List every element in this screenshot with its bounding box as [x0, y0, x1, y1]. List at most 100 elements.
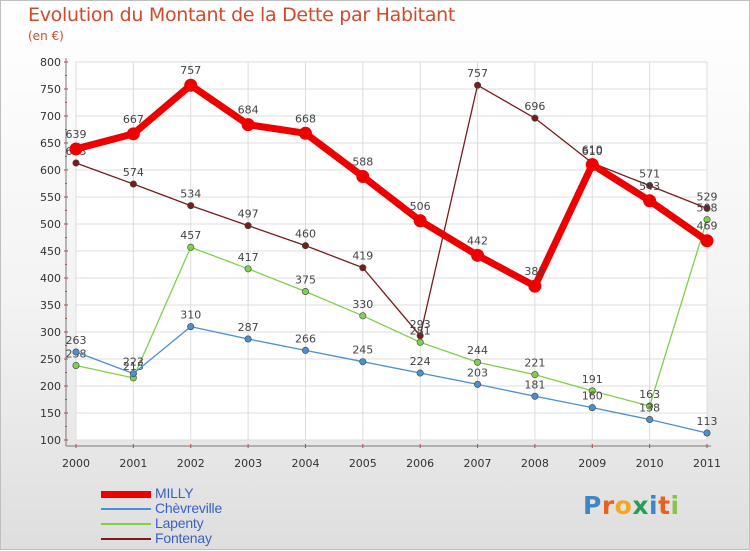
data-label: 417 — [238, 251, 259, 264]
data-point — [359, 312, 367, 320]
data-point — [585, 158, 599, 172]
y-tick-label: 250 — [40, 353, 61, 366]
x-tick-label: 2011 — [693, 457, 721, 470]
data-point — [646, 402, 654, 410]
data-label: 419 — [352, 250, 373, 263]
data-label: 506 — [410, 200, 431, 213]
data-label: 610 — [582, 144, 603, 157]
legend-label: Fontenay — [155, 530, 212, 546]
data-label: 181 — [524, 378, 545, 391]
data-point — [643, 194, 657, 208]
data-label: 508 — [697, 202, 718, 215]
logo-letter: o — [614, 491, 633, 520]
data-point — [474, 81, 482, 89]
series-line — [72, 81, 711, 290]
data-point — [187, 323, 195, 331]
data-point — [301, 242, 309, 250]
chart-title: Evolution du Montant de la Dette par Hab… — [28, 4, 456, 26]
legend-label: MILLY — [155, 485, 194, 501]
proxiti-logo: Proxiti — [583, 491, 680, 520]
data-label: 684 — [238, 104, 259, 117]
data-point — [244, 265, 252, 273]
data-label: 543 — [639, 180, 660, 193]
x-tick-label: 2000 — [62, 457, 90, 470]
y-tick-label: 800 — [40, 56, 61, 69]
data-point — [241, 118, 255, 132]
x-tick-label: 2002 — [177, 457, 205, 470]
data-point — [301, 287, 309, 295]
x-tick-label: 2005 — [349, 457, 377, 470]
series-milly: 639 667 757 684 668 588 506 442 385 610 543 469 — [66, 64, 718, 293]
y-tick-label: 350 — [40, 299, 61, 312]
data-label: 163 — [639, 388, 660, 401]
y-tick-label: 150 — [40, 407, 61, 420]
data-point — [531, 392, 539, 400]
data-label: 138 — [639, 401, 660, 414]
data-label: 221 — [524, 357, 545, 370]
data-point — [531, 114, 539, 122]
data-point — [528, 279, 542, 293]
data-point — [474, 358, 482, 366]
data-label: 460 — [295, 228, 316, 241]
data-label: 245 — [352, 344, 373, 357]
data-label: 293 — [410, 318, 431, 331]
data-label: 588 — [352, 155, 373, 168]
data-point — [129, 180, 137, 188]
logo-letter: r — [601, 491, 615, 520]
data-point — [187, 243, 195, 251]
data-label: 442 — [467, 234, 488, 247]
data-point — [301, 346, 309, 354]
data-label: 574 — [123, 166, 144, 179]
y-tick-label: 300 — [40, 326, 61, 339]
data-point — [413, 214, 427, 228]
data-label: 223 — [123, 356, 144, 369]
y-tick-label: 400 — [40, 272, 61, 285]
series-line — [75, 325, 708, 434]
data-label: 281 — [410, 324, 431, 337]
data-label: 610 — [582, 145, 603, 158]
legend-swatch — [101, 490, 151, 498]
data-point — [646, 182, 654, 190]
data-point — [531, 371, 539, 379]
data-point — [359, 358, 367, 366]
data-point — [700, 234, 714, 248]
y-tick-label: 100 — [40, 434, 61, 447]
data-point — [244, 222, 252, 230]
data-label: 375 — [295, 274, 316, 287]
series-line — [75, 219, 708, 407]
data-point — [72, 159, 80, 167]
data-point — [244, 335, 252, 343]
data-label: 571 — [639, 168, 660, 181]
data-label: 457 — [180, 229, 201, 242]
data-label: 287 — [238, 321, 259, 334]
data-label: 160 — [582, 390, 603, 403]
data-label: 668 — [295, 112, 316, 125]
data-point — [298, 126, 312, 140]
data-point — [474, 380, 482, 388]
data-point — [416, 369, 424, 377]
y-tick-label: 600 — [40, 164, 61, 177]
series-chvreville: 263 223 310 287 266 245 224 203 181 160 138 113 — [66, 309, 718, 437]
y-tick-label: 750 — [40, 83, 61, 96]
data-label: 639 — [66, 128, 87, 141]
data-point — [69, 142, 83, 156]
data-label: 469 — [697, 220, 718, 233]
data-point — [184, 78, 198, 92]
x-tick-label: 2003 — [234, 457, 262, 470]
data-point — [646, 415, 654, 423]
data-label: 497 — [238, 208, 259, 221]
y-tick-label: 200 — [40, 380, 61, 393]
legend-label: Chèvreville — [155, 500, 223, 516]
chart-unit-label: (en €) — [28, 29, 64, 43]
data-point — [356, 169, 370, 183]
y-tick-label: 700 — [40, 110, 61, 123]
legend-swatch — [101, 538, 151, 540]
logo-letter: x — [632, 491, 649, 520]
logo-letter: i — [670, 491, 680, 520]
data-point — [703, 216, 711, 224]
data-label: 113 — [697, 415, 718, 428]
data-label: 224 — [410, 355, 431, 368]
logo-letter: i — [649, 491, 659, 520]
data-label: 529 — [697, 190, 718, 203]
